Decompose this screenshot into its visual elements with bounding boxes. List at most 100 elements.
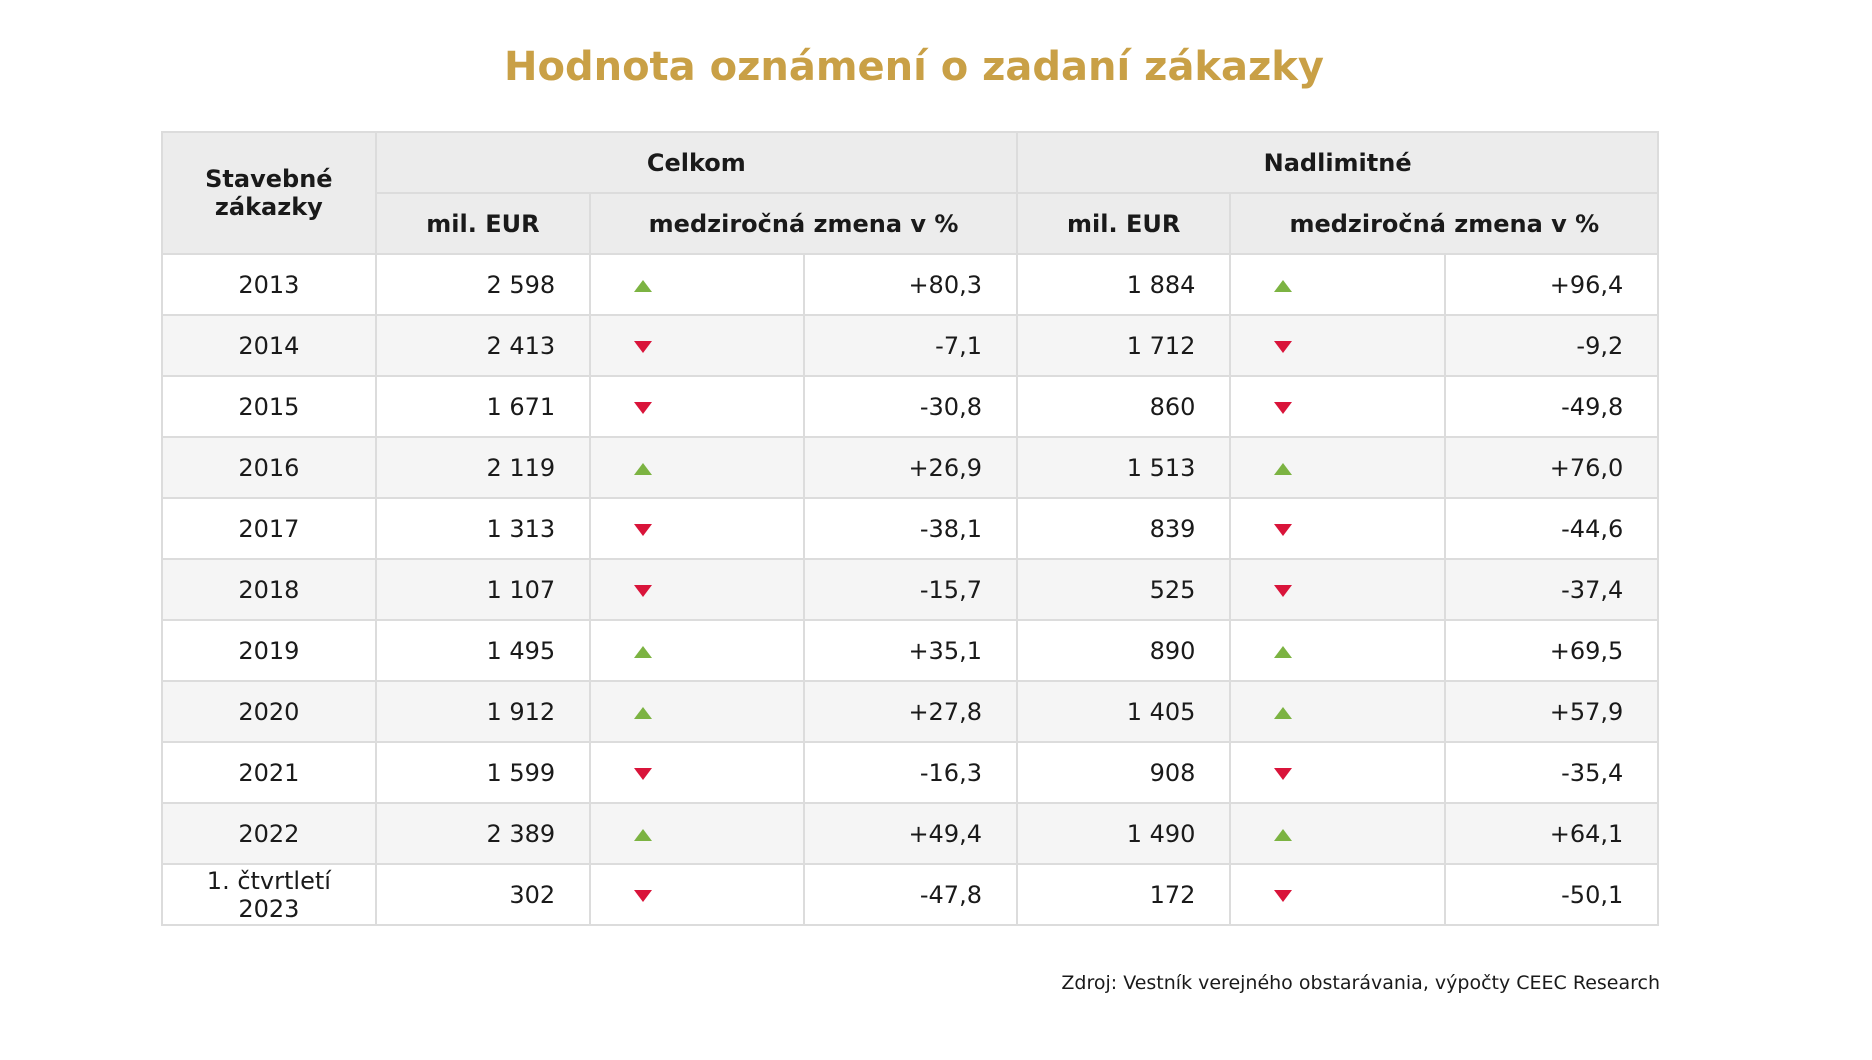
group-header: Nadlimitné [1015, 131, 1660, 194]
value-cell: 839 [1015, 497, 1232, 560]
title: Hodnota oznámení o zadaní zákazky [504, 44, 1324, 90]
trend-cell [589, 680, 806, 743]
arrow-shape [634, 279, 653, 292]
value-cell: 2 389 [374, 802, 592, 865]
arrow-up [634, 279, 653, 292]
arrow-shape [634, 462, 653, 475]
arrow-down [634, 767, 653, 780]
arrow-down [1274, 401, 1293, 414]
arrow-shape [634, 523, 653, 536]
value-cell: 1 313 [374, 497, 592, 560]
change-cell: -44,6 [1443, 497, 1660, 560]
arrow-shape [1274, 279, 1293, 292]
trend-cell [1229, 497, 1446, 560]
sub-header: medziročná zmena v % [1229, 192, 1660, 255]
trend-cell [589, 436, 806, 499]
arrow-shape [634, 767, 653, 780]
arrow-shape [634, 706, 653, 719]
table-row: 1. čtvrtletí 2023 302 -47,8 172 -50,1 [161, 863, 1871, 926]
sub-header: medziročná zmena v % [589, 192, 1018, 255]
row-label: 2016 [161, 436, 377, 499]
arrow-shape [634, 645, 653, 658]
row-label: 2015 [161, 375, 377, 438]
change-cell: -37,4 [1443, 558, 1660, 621]
arrow-down [634, 584, 653, 597]
trend-cell [589, 375, 806, 438]
row-label: 2022 [161, 802, 377, 865]
arrow-shape [634, 828, 653, 841]
arrow-down [634, 523, 653, 536]
row-label: 2013 [161, 253, 377, 316]
trend-cell [589, 497, 806, 560]
arrow-down [1274, 584, 1293, 597]
value-cell: 172 [1015, 863, 1232, 926]
trend-cell [589, 863, 806, 926]
change-cell: +35,1 [803, 619, 1018, 682]
value-cell: 1 490 [1015, 802, 1232, 865]
row-label: 2017 [161, 497, 377, 560]
arrow-shape [1274, 523, 1293, 536]
row-label: 2021 [161, 741, 377, 804]
row-label: 2014 [161, 314, 377, 377]
arrow-down [634, 340, 653, 353]
trend-cell [1229, 680, 1446, 743]
change-cell: -47,8 [803, 863, 1018, 926]
change-cell: -15,7 [803, 558, 1018, 621]
arrow-shape [1274, 767, 1293, 780]
change-cell: +26,9 [803, 436, 1018, 499]
arrow-shape [1274, 889, 1293, 902]
value-cell: 1 884 [1015, 253, 1232, 316]
table-row: 2014 2 413 -7,1 1 712 -9,2 [161, 314, 1871, 377]
group-header: Celkom [374, 131, 1018, 194]
arrow-up [1274, 828, 1293, 841]
sub-header: mil. EUR [374, 192, 592, 255]
trend-cell [1229, 802, 1446, 865]
trend-cell [589, 253, 806, 316]
change-cell: -38,1 [803, 497, 1018, 560]
arrow-shape [1274, 645, 1293, 658]
arrow-down [1274, 340, 1293, 353]
trend-cell [1229, 619, 1446, 682]
table-row: 2013 2 598 +80,3 1 884 +96,4 [161, 253, 1871, 316]
arrow-shape [634, 340, 653, 353]
trend-cell [1229, 863, 1446, 926]
table-row: 2022 2 389 +49,4 1 490 +64,1 [161, 802, 1871, 865]
arrow-down [1274, 523, 1293, 536]
trend-cell [1229, 375, 1446, 438]
arrow-up [634, 645, 653, 658]
arrow-shape [1274, 828, 1293, 841]
arrow-down [634, 401, 653, 414]
trend-cell [1229, 741, 1446, 804]
sub-header: mil. EUR [1015, 192, 1232, 255]
arrow-shape [1274, 340, 1293, 353]
table-row: 2015 1 671 -30,8 860 -49,8 [161, 375, 1871, 438]
trend-cell [589, 802, 806, 865]
arrow-shape [1274, 706, 1293, 719]
trend-cell [589, 741, 806, 804]
trend-cell [1229, 558, 1446, 621]
trend-cell [1229, 253, 1446, 316]
row-label: 1. čtvrtletí 2023 [161, 863, 377, 926]
table-row: 2019 1 495 +35,1 890 +69,5 [161, 619, 1871, 682]
value-cell: 2 119 [374, 436, 592, 499]
source-note: Zdroj: Vestník verejného obstarávania, v… [1061, 972, 1660, 994]
table-head: Stavebné zákazky Celkom Nadlimitné mil. … [161, 131, 1871, 255]
arrow-up [634, 706, 653, 719]
arrow-up [1274, 645, 1293, 658]
change-cell: +64,1 [1443, 802, 1660, 865]
value-cell: 2 413 [374, 314, 592, 377]
arrow-shape [634, 401, 653, 414]
change-cell: +76,0 [1443, 436, 1660, 499]
arrow-up [1274, 706, 1293, 719]
table-row: 2021 1 599 -16,3 908 -35,4 [161, 741, 1871, 804]
trend-cell [589, 314, 806, 377]
change-cell: -49,8 [1443, 375, 1660, 438]
value-cell: 1 495 [374, 619, 592, 682]
row-label: 2020 [161, 680, 377, 743]
change-cell: -9,2 [1443, 314, 1660, 377]
arrow-down [634, 889, 653, 902]
arrow-up [1274, 279, 1293, 292]
value-cell: 1 513 [1015, 436, 1232, 499]
change-cell: -30,8 [803, 375, 1018, 438]
row-label: 2018 [161, 558, 377, 621]
